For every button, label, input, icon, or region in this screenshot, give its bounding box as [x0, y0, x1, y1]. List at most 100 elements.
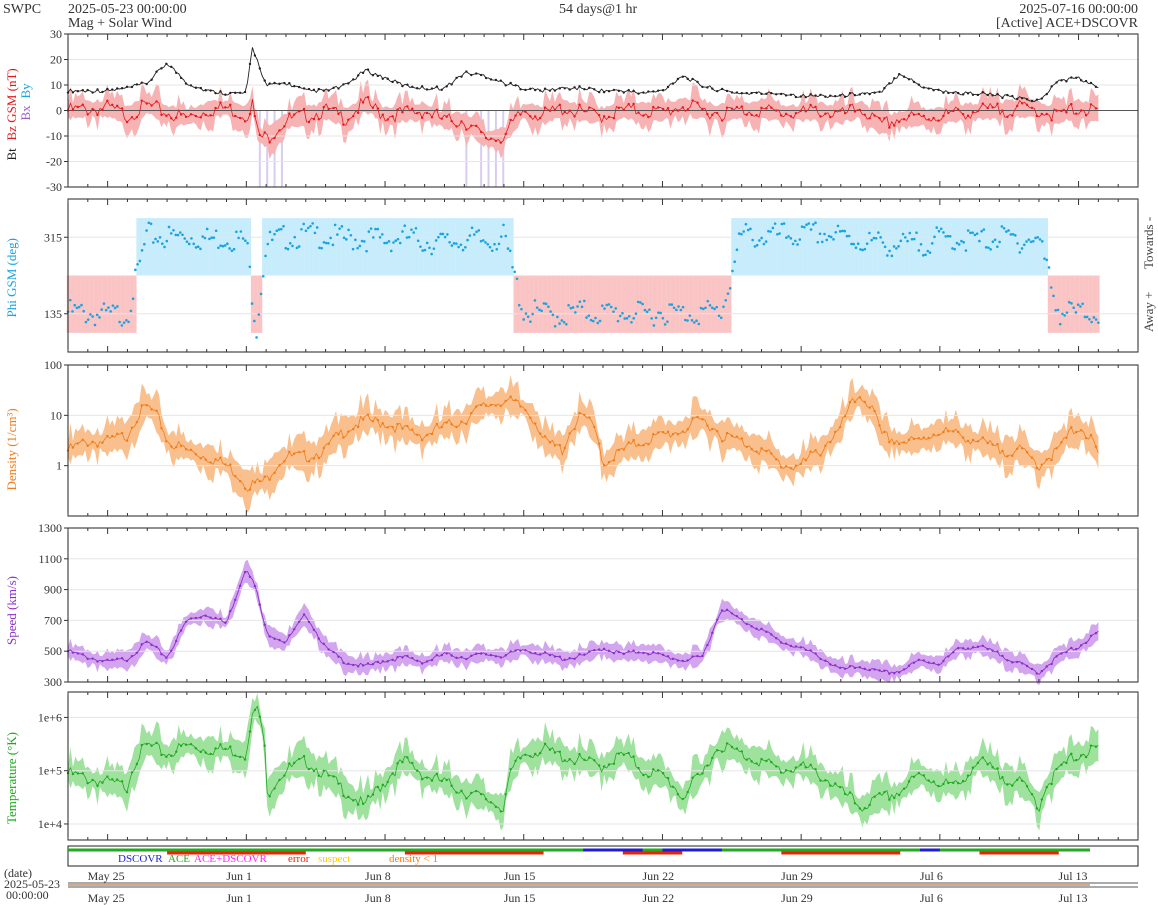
phi-point — [257, 313, 261, 316]
density-point — [784, 465, 788, 468]
bt-point — [1055, 81, 1058, 84]
temperature-point — [273, 787, 276, 790]
bz-point — [479, 130, 483, 134]
away-sector-shade — [513, 275, 516, 333]
towards-sector-shade — [991, 218, 995, 276]
phi-point — [122, 321, 126, 324]
bt-point — [1011, 94, 1014, 98]
speed-point — [140, 643, 143, 646]
speed-point — [145, 640, 148, 643]
temperature-point — [853, 802, 857, 805]
density-point — [637, 443, 640, 447]
towards-sector-shade — [277, 218, 281, 276]
temperature-point — [101, 781, 104, 784]
phi-point — [1005, 230, 1008, 233]
phi-point — [349, 233, 353, 237]
towards-sector-shade — [509, 218, 512, 276]
phi-point — [933, 235, 936, 239]
phi-point — [616, 319, 620, 323]
towards-sector-shade — [922, 218, 925, 276]
speed-point — [342, 661, 345, 664]
away-sector-shade — [598, 275, 602, 333]
bz-point — [243, 120, 247, 123]
temperature-point — [617, 752, 621, 755]
bt-point — [597, 90, 601, 94]
away-sector-shade — [1072, 275, 1075, 333]
towards-sector-shade — [461, 218, 465, 276]
away-sector-shade — [585, 275, 588, 333]
x-tick-label-bottom: Jun 8 — [365, 891, 391, 905]
towards-sector-shade — [336, 218, 339, 276]
speed-point — [283, 641, 286, 644]
towards-sector-shade — [782, 218, 786, 276]
temperature-point — [809, 763, 812, 766]
bt-point — [789, 93, 793, 96]
speed-point — [184, 620, 188, 623]
speed-y-tick-label: 900 — [44, 583, 62, 597]
density-point — [391, 425, 394, 429]
density-point — [863, 400, 866, 404]
phi-point — [149, 222, 153, 226]
towards-sector-shade — [331, 218, 335, 276]
phi-point — [910, 237, 914, 241]
towards-sector-shade — [455, 218, 458, 276]
phi-point — [385, 241, 389, 245]
towards-sector-shade — [437, 218, 440, 276]
temperature-point — [661, 772, 665, 775]
bt-point — [219, 90, 222, 93]
towards-sector-shade — [320, 218, 323, 276]
speed-point — [268, 635, 271, 638]
phi-point — [838, 230, 842, 233]
bt-point — [873, 91, 876, 94]
phi-point — [1074, 311, 1078, 314]
away-sector-shade — [702, 275, 705, 333]
towards-sector-shade — [228, 218, 231, 276]
bz-point — [1011, 114, 1014, 117]
bz-point — [617, 106, 621, 110]
phi-point — [1034, 236, 1037, 240]
phi-point — [86, 318, 90, 321]
density-point — [435, 422, 439, 426]
away-sector-shade — [675, 275, 678, 333]
speed-point — [352, 663, 355, 667]
temperature-point — [106, 775, 109, 778]
density-point — [1075, 430, 1078, 434]
phi-point — [1081, 302, 1084, 306]
speed-point — [583, 653, 586, 656]
phi-point — [951, 247, 954, 250]
density-point — [730, 434, 734, 438]
bz-point — [927, 118, 930, 121]
phi-point — [304, 229, 308, 233]
phi-point — [944, 235, 948, 238]
phi-point — [805, 223, 808, 227]
density-point — [253, 481, 257, 484]
temperature-point — [376, 785, 380, 789]
temperature-point — [479, 792, 483, 796]
temperature-point — [406, 756, 409, 759]
bt-point — [952, 91, 955, 95]
away-sector-shade — [562, 275, 566, 333]
phi-point — [553, 324, 557, 328]
towards-sector-shade — [910, 218, 914, 276]
bt-point — [834, 94, 837, 98]
towards-sector-shade — [1032, 218, 1035, 276]
phi-point — [809, 228, 813, 231]
speed-point — [175, 639, 178, 643]
towards-sector-shade — [432, 218, 436, 276]
phi-point — [1027, 238, 1031, 241]
temperature-point — [1089, 744, 1093, 747]
bz-point — [229, 103, 232, 107]
speed-point — [666, 655, 670, 658]
speed-point — [120, 657, 124, 660]
temperature-point — [288, 762, 291, 765]
temperature-point — [504, 793, 507, 796]
bz-point — [1006, 115, 1009, 119]
phi-point — [542, 302, 546, 305]
density-point — [558, 443, 562, 447]
towards-sector-shade — [268, 218, 272, 276]
away-sector-shade — [654, 275, 658, 333]
density-point — [524, 408, 527, 412]
bt-point — [558, 87, 562, 90]
org-label: SWPC — [3, 2, 42, 17]
speed-point — [288, 634, 291, 637]
